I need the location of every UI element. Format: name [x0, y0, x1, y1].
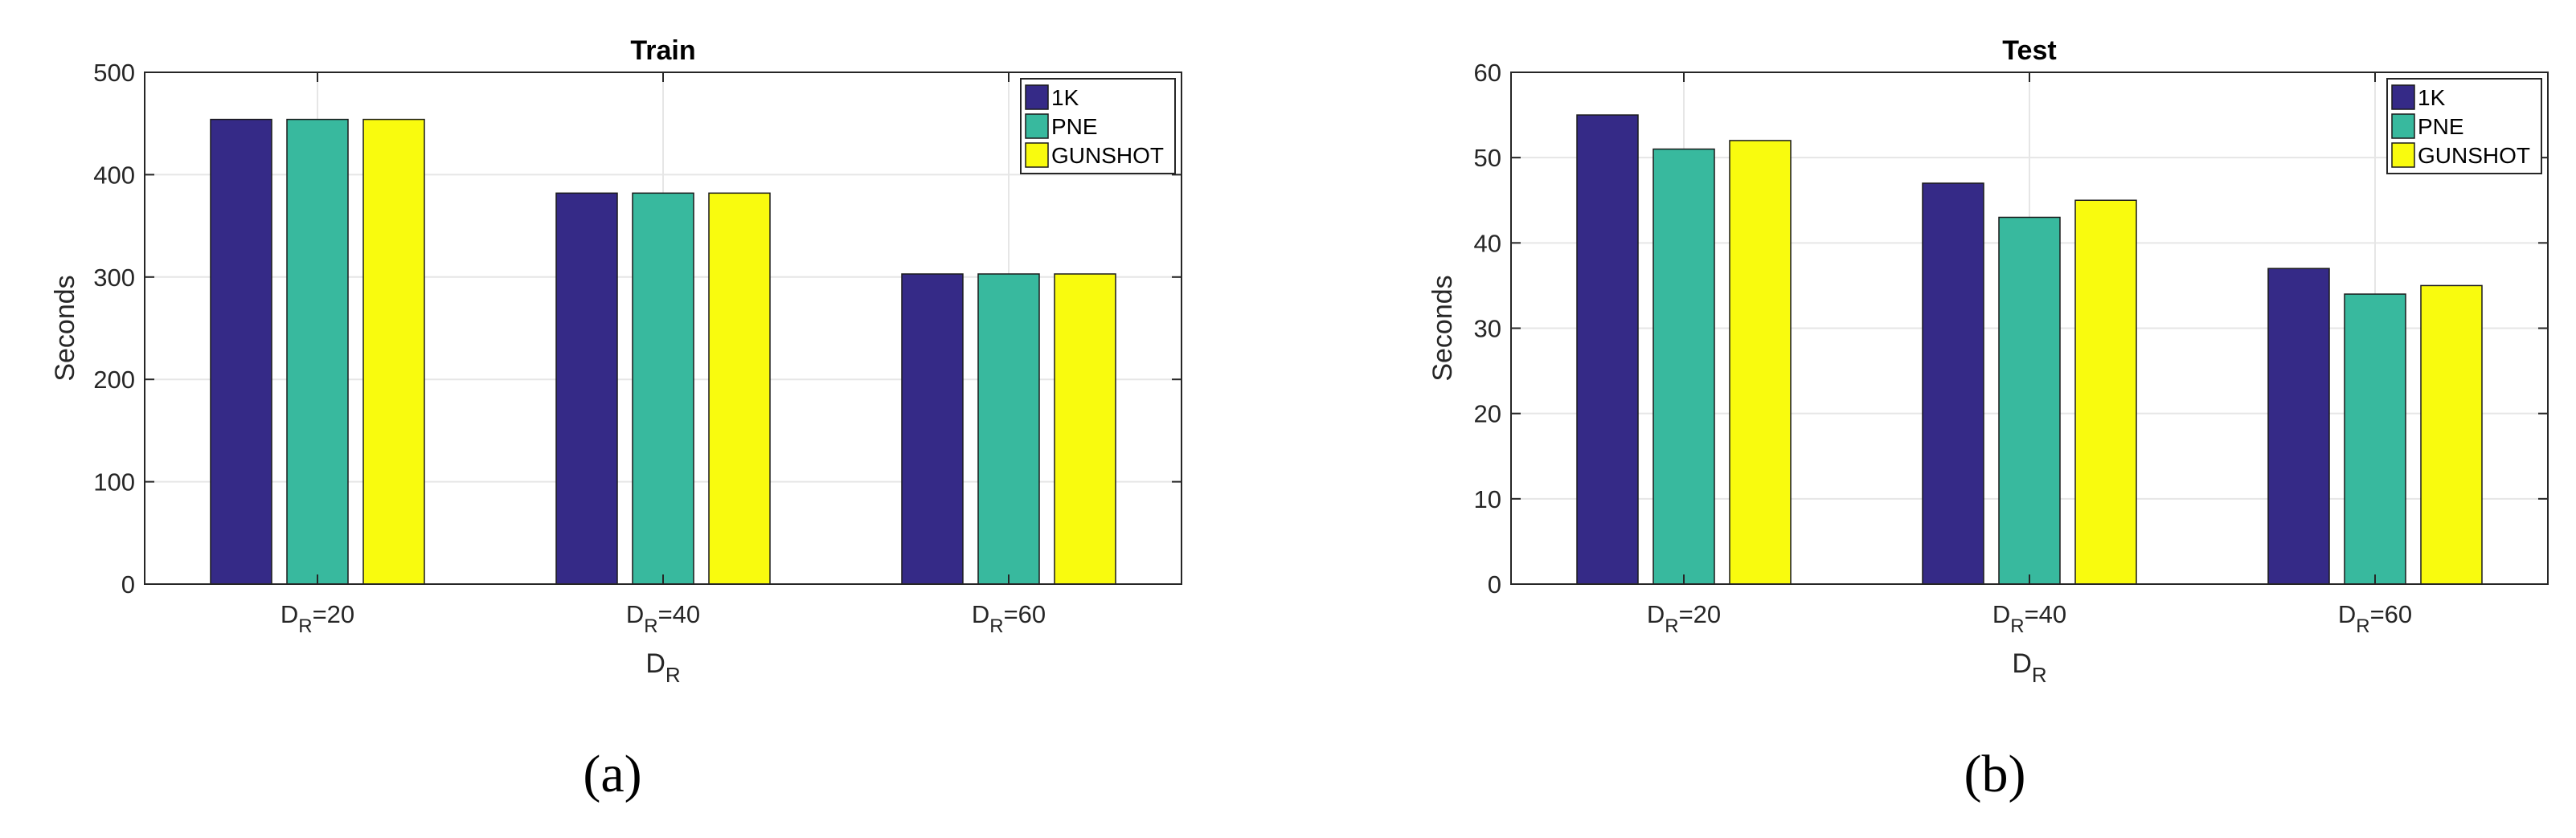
x-tick-label-base: D	[972, 600, 989, 628]
x-tick-label: DR=60	[972, 600, 1046, 637]
y-tick-label: 400	[93, 161, 135, 189]
x-axis-label: DR	[645, 648, 680, 687]
y-tick-label: 0	[121, 570, 135, 599]
bar-pne-3	[2344, 293, 2406, 585]
bar-pne-1	[286, 118, 349, 585]
y-tick-label: 10	[1474, 485, 1501, 513]
legend-label-pne: PNE	[2418, 114, 2464, 139]
x-tick-label: DR=20	[1647, 600, 1721, 637]
x-tick-label-value: =20	[1679, 600, 1722, 628]
y-tick-label: 30	[1474, 315, 1501, 343]
bar-pne-2	[1998, 216, 2061, 585]
x-axis-label-base: D	[645, 648, 666, 679]
x-tick-label-base: D	[626, 600, 644, 628]
x-tick-label-value: =40	[658, 600, 701, 628]
legend-swatch-pne	[2391, 113, 2415, 139]
panel-caption: (b)	[1964, 745, 2026, 803]
bar-gunshot-3	[2420, 284, 2483, 585]
x-axis-label: DR	[2012, 648, 2046, 687]
bar-pne-2	[632, 192, 694, 585]
x-tick-label: DR=40	[1992, 600, 2066, 637]
x-tick-label: DR=60	[2338, 600, 2412, 637]
legend-label-gunshot: GUNSHOT	[2418, 143, 2530, 168]
legend-label-1k: 1K	[1051, 85, 1079, 110]
y-tick-label: 300	[93, 264, 135, 292]
legend-label-1k: 1K	[2418, 85, 2446, 110]
bar-gunshot-3	[1054, 273, 1116, 585]
legend-swatch-gunshot	[1025, 142, 1049, 168]
y-tick-label: 200	[93, 366, 135, 394]
chart-title: Test	[2002, 35, 2056, 66]
bar-1k-1	[1576, 114, 1639, 585]
bar-pne-1	[1652, 148, 1715, 585]
x-tick-label-value: =40	[2025, 600, 2067, 628]
x-tick-label-subscript: R	[989, 615, 1003, 637]
chart-title: Train	[630, 35, 695, 66]
x-tick-label: DR=20	[281, 600, 354, 637]
x-axis-label-subscript: R	[666, 663, 681, 687]
legend-swatch-1k	[2391, 84, 2415, 110]
legend-swatch-pne	[1025, 113, 1049, 139]
x-tick-label-subscript: R	[2356, 615, 2369, 637]
x-tick-label-subscript: R	[644, 615, 657, 637]
bar-gunshot-1	[362, 118, 425, 585]
x-axis-label-base: D	[2012, 648, 2032, 679]
bar-1k-2	[555, 192, 618, 585]
x-tick-label-base: D	[1992, 600, 2010, 628]
y-tick-label: 0	[1488, 570, 1501, 599]
legend-label-gunshot: GUNSHOT	[1051, 143, 1164, 168]
x-tick-label-subscript: R	[1665, 615, 1678, 637]
bar-1k-3	[2267, 268, 2330, 585]
bar-gunshot-2	[2074, 199, 2137, 585]
bar-pne-3	[977, 273, 1040, 585]
bar-1k-2	[1922, 182, 1984, 585]
x-tick-label-base: D	[1647, 600, 1665, 628]
legend-swatch-gunshot	[2391, 142, 2415, 168]
x-tick-label-base: D	[2338, 600, 2356, 628]
bar-gunshot-2	[708, 192, 771, 585]
y-tick-label: 20	[1474, 400, 1501, 428]
y-axis-label: Seconds	[1427, 275, 1458, 381]
x-axis-label-subscript: R	[2032, 663, 2047, 687]
bar-gunshot-1	[1729, 140, 1792, 585]
y-tick-label: 40	[1474, 229, 1501, 257]
y-tick-label: 60	[1474, 59, 1501, 87]
legend-label-pne: PNE	[1051, 114, 1098, 139]
x-tick-label-subscript: R	[298, 615, 312, 637]
x-tick-label-subscript: R	[2010, 615, 2024, 637]
bar-1k-3	[901, 273, 964, 585]
y-tick-label: 50	[1474, 144, 1501, 172]
bar-1k-1	[210, 118, 272, 585]
x-tick-label-value: =60	[2370, 600, 2413, 628]
y-tick-label: 100	[93, 468, 135, 497]
x-tick-label: DR=40	[626, 600, 700, 637]
y-tick-label: 500	[93, 59, 135, 87]
x-tick-label-base: D	[281, 600, 298, 628]
x-tick-label-value: =20	[313, 600, 355, 628]
x-tick-label-value: =60	[1004, 600, 1046, 628]
legend-swatch-1k	[1025, 84, 1049, 110]
panel-caption: (a)	[583, 745, 641, 803]
y-axis-label: Seconds	[50, 275, 80, 381]
